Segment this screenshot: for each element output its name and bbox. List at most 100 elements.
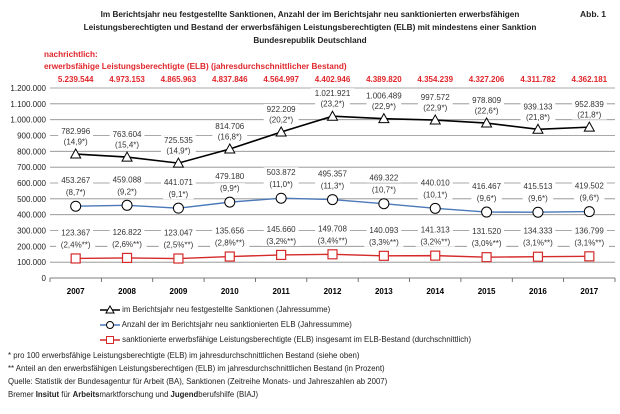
data-label: 149.708	[318, 224, 347, 233]
data-label: 782.996	[61, 127, 90, 136]
y-tick-label: 1.200.000	[10, 84, 46, 93]
data-sublabel: (22,9*)	[423, 104, 447, 113]
data-sublabel: (10,1*)	[423, 190, 447, 199]
circle-marker	[429, 202, 441, 214]
data-sublabel: (9,9*)	[220, 184, 240, 193]
circle-marker	[224, 196, 236, 208]
data-sublabel: (8,7*)	[66, 188, 86, 197]
circle-marker	[327, 194, 338, 206]
triangle-marker	[480, 116, 493, 128]
data-label-bg	[161, 177, 196, 188]
y-tick-label: 1.000.000	[10, 116, 46, 125]
square-marker	[327, 249, 338, 260]
data-sublabel-bg	[366, 101, 402, 112]
footnote-2: ** Anteil an den erwerbsfähigen Leistung…	[8, 364, 385, 373]
data-sublabel-bg	[571, 109, 607, 120]
elb-bestand-value: 5.239.544	[58, 75, 94, 84]
data-sublabel: (3,2%**)	[420, 238, 450, 247]
data-sublabel-bg	[111, 186, 143, 197]
data-sublabel: (9,2*)	[117, 187, 137, 196]
data-sublabel-bg	[520, 111, 556, 122]
data-label: 123.047	[164, 229, 193, 238]
data-label-bg	[58, 126, 94, 137]
y-tick-label: 600.000	[17, 179, 46, 188]
data-sublabel: (9,6*)	[580, 194, 600, 203]
data-label-bg	[315, 223, 350, 234]
data-label-bg	[520, 225, 556, 236]
triangle-marker	[532, 123, 544, 134]
data-sublabel-bg	[469, 105, 504, 116]
circle-marker	[172, 202, 184, 214]
data-label: 131.520	[472, 227, 501, 236]
data-sublabel: (15,4*)	[115, 141, 139, 150]
data-label: 416.467	[472, 182, 501, 191]
data-sublabel: (3,2%**)	[266, 237, 296, 246]
data-label-bg	[109, 129, 145, 140]
data-sublabel-bg	[161, 145, 196, 156]
square-marker	[584, 251, 595, 262]
data-sublabel-bg	[261, 235, 301, 246]
elb-bestand-value: 4.402.946	[315, 75, 351, 84]
data-label: 495.357	[318, 170, 347, 179]
data-label-bg	[417, 92, 453, 103]
data-label: 145.660	[267, 225, 296, 234]
y-tick-label: 0	[42, 274, 47, 283]
x-tick-label: 2010	[221, 287, 239, 296]
data-sublabel: (22,9*)	[372, 102, 396, 111]
circle-marker-icon	[100, 321, 120, 329]
triangle-marker	[223, 142, 236, 154]
data-label-bg	[263, 103, 299, 114]
triangle-marker	[583, 121, 596, 132]
x-tick-label: 2017	[580, 287, 598, 296]
data-label: 440.010	[421, 178, 450, 187]
data-sublabel-bg	[263, 179, 299, 190]
data-sublabel-bg	[107, 238, 147, 249]
square-marker	[532, 251, 544, 262]
elb-bestand-value: 4.327.206	[469, 75, 505, 84]
data-sublabel-bg	[312, 235, 353, 246]
data-sublabel: (3,4%**)	[318, 236, 348, 245]
elb-bestand-value: 4.311.782	[520, 75, 556, 84]
data-label: 1.021.921	[315, 89, 351, 98]
y-tick-label: 400.000	[17, 211, 46, 220]
square-marker	[276, 249, 287, 261]
data-sublabel: (2,8%**)	[215, 239, 245, 248]
organization: Bremer Insitut für Arbeitsmarktforschung…	[8, 388, 258, 401]
data-sublabel: (16,8*)	[218, 133, 242, 142]
data-sublabel: (21,8*)	[526, 113, 550, 122]
data-label-bg	[571, 99, 607, 110]
data-sublabel: (22,6*)	[475, 107, 499, 116]
data-sublabel-bg	[109, 139, 145, 150]
x-tick-label: 2015	[478, 287, 496, 296]
data-label-bg	[109, 174, 145, 185]
data-label: 415.513	[523, 182, 552, 191]
triangle-marker	[378, 112, 390, 124]
org-text: marktforschung und	[99, 390, 171, 399]
elb-bestand-value: 4.354.239	[417, 75, 453, 84]
note-label: nachrichtlich:	[44, 50, 98, 59]
data-label-bg	[469, 95, 504, 106]
triangle-marker	[121, 151, 133, 162]
data-label-bg	[417, 224, 453, 235]
legend-label: Anzahl der im Berichtsjahr neu sanktioni…	[121, 320, 352, 330]
data-label-bg	[212, 171, 248, 182]
data-label-bg	[366, 172, 402, 183]
data-label-bg	[263, 167, 299, 178]
data-sublabel-bg	[214, 183, 245, 194]
data-label: 135.656	[215, 227, 244, 236]
legend-label: sanktionierte erwerbsfähige Leistungsber…	[122, 335, 472, 345]
data-label: 1.006.489	[366, 92, 402, 101]
legend-item-sanktionen: im Berichtsjahr neu festgestellte Sankti…	[100, 304, 330, 315]
data-sublabel: (3,3%**)	[369, 238, 399, 247]
square-marker	[121, 252, 133, 264]
data-sublabel: (9,6*)	[528, 194, 548, 203]
data-sublabel: (3,1%**)	[523, 239, 553, 248]
data-label: 453.267	[61, 176, 90, 185]
title-line-1: Im Berichtsjahr neu festgestellte Sankti…	[100, 10, 520, 19]
square-marker	[173, 253, 184, 264]
data-label-bg	[315, 168, 350, 179]
elb-bestand-value: 4.362.181	[572, 75, 608, 84]
data-sublabel-bg	[210, 237, 250, 248]
square-marker	[224, 251, 235, 262]
title-line-3: Bundesrepublik Deutschland	[253, 36, 367, 45]
